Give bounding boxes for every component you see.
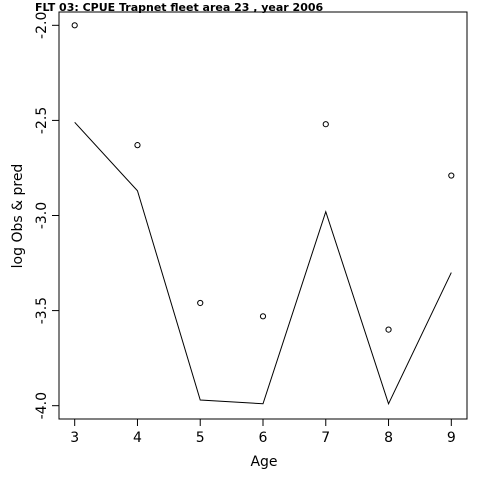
- y-tick-label: -3.0: [34, 202, 50, 229]
- y-tick-label: -2.5: [34, 107, 50, 134]
- predicted-line: [74, 121, 452, 406]
- y-tick-label: -3.5: [34, 297, 50, 324]
- y-tick-label: -2.0: [34, 12, 50, 39]
- x-tick-label: 9: [447, 430, 456, 446]
- observed-point: [385, 326, 392, 333]
- x-tick-label: 7: [321, 430, 330, 446]
- x-tick-label: 3: [70, 430, 79, 446]
- x-axis: 3 4 5 6 7 8 9: [70, 418, 456, 446]
- x-tick-label: 5: [196, 430, 205, 446]
- y-axis-label: log Obs & pred: [10, 164, 26, 269]
- observed-point: [134, 142, 141, 149]
- observed-point: [259, 313, 267, 320]
- x-tick-label: 6: [259, 430, 268, 446]
- observed-point: [71, 22, 78, 29]
- y-tick-label: -4.0: [34, 392, 50, 419]
- series-layer: [71, 22, 455, 406]
- x-tick-label: 8: [384, 430, 393, 446]
- plot-frame: [58, 11, 468, 420]
- x-axis-label: Age: [250, 454, 277, 470]
- observed-point: [197, 299, 204, 307]
- observed-point: [448, 172, 455, 179]
- chart-title: FLT 03: CPUE Trapnet fleet area 23 , yea…: [35, 1, 324, 14]
- observed-point: [322, 121, 329, 128]
- y-axis: -4.0 -3.5 -3.0 -2.5 -2.0: [34, 12, 60, 419]
- x-tick-label: 4: [133, 430, 142, 446]
